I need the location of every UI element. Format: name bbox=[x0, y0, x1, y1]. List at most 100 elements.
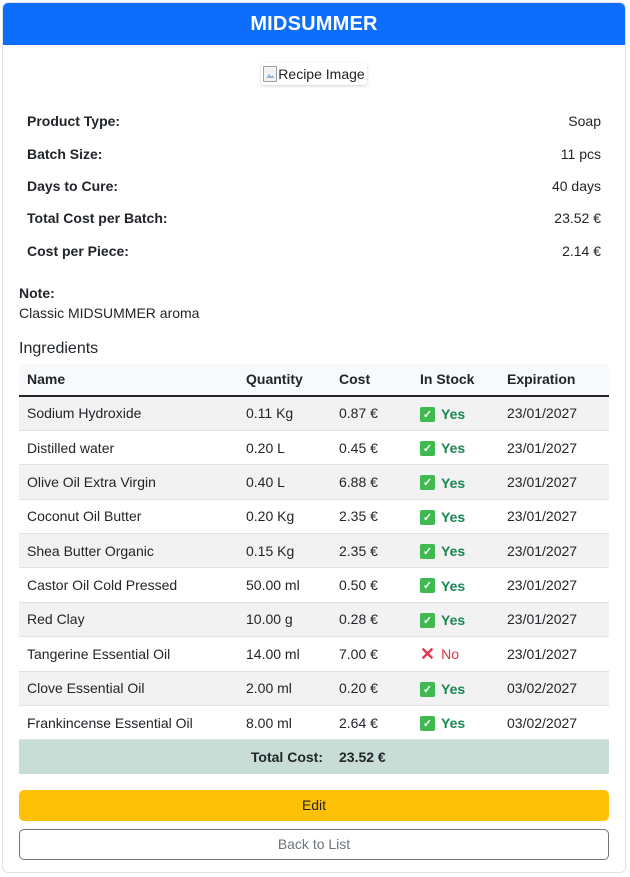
ingredient-in-stock: ✓ Yes bbox=[412, 395, 499, 431]
detail-value: Soap bbox=[568, 113, 601, 130]
cross-mark-icon: ✕ bbox=[420, 643, 436, 664]
total-label: Total Cost: bbox=[19, 739, 331, 774]
ingredient-cost: 0.45 € bbox=[331, 430, 412, 466]
ingredient-cost: 0.87 € bbox=[331, 395, 412, 431]
card-body: Recipe Image Product Type: Soap Batch Size… bbox=[3, 45, 625, 860]
ingredient-expiration: 23/01/2027 bbox=[499, 464, 609, 500]
ingredient-cost: 2.35 € bbox=[331, 499, 412, 535]
column-header-name: Name bbox=[19, 363, 238, 397]
detail-label: Product Type: bbox=[27, 113, 121, 130]
ingredient-cost: 2.35 € bbox=[331, 533, 412, 569]
table-row: Distilled water 0.20 L 0.45 € ✓ Yes 23/01/202… bbox=[19, 430, 609, 466]
ingredient-in-stock: ✓ Yes bbox=[412, 430, 499, 466]
column-header-cost: Cost bbox=[331, 363, 412, 397]
ingredient-cost: 6.88 € bbox=[331, 464, 412, 500]
detail-value: 23.52 € bbox=[554, 210, 601, 227]
ingredient-cost: 7.00 € bbox=[331, 636, 412, 672]
check-mark-icon: ✓ bbox=[420, 715, 435, 731]
ingredient-expiration: 23/01/2027 bbox=[499, 499, 609, 535]
ingredient-name: Olive Oil Extra Virgin bbox=[19, 464, 238, 500]
ingredient-in-stock: ✓ Yes bbox=[412, 705, 499, 741]
edit-button[interactable]: Edit bbox=[19, 789, 609, 821]
note-section: Note: Classic MIDSUMMER aroma bbox=[19, 283, 609, 323]
check-mark-icon: ✓ bbox=[420, 543, 435, 559]
table-row: Sodium Hydroxide 0.11 Kg 0.87 € ✓ Yes 23/01/2… bbox=[19, 395, 609, 431]
ingredient-name: Coconut Oil Butter bbox=[19, 499, 238, 535]
ingredient-in-stock: ✓ Yes bbox=[412, 671, 499, 706]
check-mark-icon: ✓ bbox=[420, 509, 435, 525]
in-stock-status: Yes bbox=[441, 715, 466, 732]
ingredient-quantity: 0.11 Kg bbox=[238, 395, 331, 431]
ingredient-name: Clove Essential Oil bbox=[19, 671, 238, 706]
ingredient-expiration: 23/01/2027 bbox=[499, 430, 609, 466]
table-row: Red Clay 10.00 g 0.28 € ✓ Yes 23/01/2027 bbox=[19, 602, 609, 638]
table-row: Frankincense Essential Oil 8.00 ml 2.64 € ✓… bbox=[19, 705, 609, 741]
ingredient-name: Shea Butter Organic bbox=[19, 533, 238, 569]
check-mark-icon: ✓ bbox=[420, 475, 435, 491]
ingredient-quantity: 0.20 Kg bbox=[238, 499, 331, 535]
table-row: Coconut Oil Butter 0.20 Kg 2.35 € ✓ Yes 23/01… bbox=[19, 499, 609, 535]
column-header-in-stock: In Stock bbox=[412, 363, 499, 397]
ingredient-quantity: 0.40 L bbox=[238, 464, 331, 500]
column-header-quantity: Quantity bbox=[238, 363, 331, 397]
detail-value: 40 days bbox=[551, 177, 601, 194]
ingredient-cost: 0.50 € bbox=[331, 567, 412, 603]
total-row: Total Cost: 23.52 € bbox=[19, 739, 609, 774]
detail-label: Total Cost per Batch: bbox=[27, 210, 168, 227]
table-row: Tangerine Essential Oil 14.00 ml 7.00 € ✕ No… bbox=[19, 636, 609, 672]
ingredient-name: Castor Oil Cold Pressed bbox=[19, 567, 238, 603]
detail-label: Batch Size: bbox=[27, 145, 103, 162]
check-mark-icon: ✓ bbox=[420, 578, 435, 594]
check-mark-icon: ✓ bbox=[420, 612, 435, 628]
total-value: 23.52 € bbox=[331, 739, 609, 774]
table-row: Shea Butter Organic 0.15 Kg 2.35 € ✓ Yes 23/0… bbox=[19, 533, 609, 569]
ingredient-expiration: 23/01/2027 bbox=[499, 395, 609, 431]
ingredient-quantity: 0.20 L bbox=[238, 430, 331, 466]
in-stock-status: No bbox=[441, 645, 459, 662]
ingredients-table: Name Quantity Cost In Stock Expiration S… bbox=[19, 363, 609, 774]
detail-row: Cost per Piece: 2.14 € bbox=[19, 235, 609, 267]
ingredient-name: Frankincense Essential Oil bbox=[19, 705, 238, 741]
ingredient-cost: 0.28 € bbox=[331, 602, 412, 638]
ingredient-in-stock: ✓ Yes bbox=[412, 602, 499, 638]
back-to-list-button[interactable]: Back to List bbox=[19, 828, 609, 860]
in-stock-status: Yes bbox=[441, 612, 466, 629]
recipe-image-alt: Recipe Image bbox=[278, 66, 365, 82]
ingredient-expiration: 23/01/2027 bbox=[499, 636, 609, 672]
in-stock-status: Yes bbox=[441, 474, 466, 491]
detail-value: 2.14 € bbox=[562, 242, 601, 259]
detail-row: Product Type: Soap bbox=[19, 105, 609, 137]
in-stock-status: Yes bbox=[441, 509, 466, 526]
check-mark-icon: ✓ bbox=[420, 406, 435, 422]
in-stock-status: Yes bbox=[441, 681, 466, 698]
note-text: Classic MIDSUMMER aroma bbox=[19, 304, 200, 321]
ingredient-quantity: 14.00 ml bbox=[238, 636, 331, 672]
ingredient-in-stock: ✓ Yes bbox=[412, 464, 499, 500]
ingredient-expiration: 03/02/2027 bbox=[499, 671, 609, 706]
ingredient-expiration: 23/01/2027 bbox=[499, 533, 609, 569]
ingredient-quantity: 2.00 ml bbox=[238, 671, 331, 706]
in-stock-status: Yes bbox=[441, 440, 466, 457]
ingredient-quantity: 10.00 g bbox=[238, 602, 331, 638]
column-header-expiration: Expiration bbox=[499, 363, 609, 397]
in-stock-status: Yes bbox=[441, 406, 466, 423]
broken-image-icon bbox=[263, 66, 278, 82]
table-row: Clove Essential Oil 2.00 ml 0.20 € ✓ Yes 03/0… bbox=[19, 671, 609, 706]
ingredient-name: Tangerine Essential Oil bbox=[19, 636, 238, 672]
in-stock-status: Yes bbox=[441, 543, 466, 560]
ingredient-expiration: 23/01/2027 bbox=[499, 567, 609, 603]
check-mark-icon: ✓ bbox=[420, 440, 435, 456]
detail-row: Total Cost per Batch: 23.52 € bbox=[19, 202, 609, 234]
image-container: Recipe Image bbox=[19, 45, 609, 105]
ingredient-quantity: 50.00 ml bbox=[238, 567, 331, 603]
ingredient-cost: 0.20 € bbox=[331, 671, 412, 706]
check-mark-icon: ✓ bbox=[420, 681, 435, 697]
ingredient-in-stock: ✓ Yes bbox=[412, 533, 499, 569]
detail-label: Days to Cure: bbox=[27, 177, 119, 194]
ingredients-header-row: Name Quantity Cost In Stock Expiration bbox=[19, 363, 609, 397]
recipe-details: Product Type: Soap Batch Size: 11 pcs Days t… bbox=[19, 105, 609, 267]
ingredient-quantity: 8.00 ml bbox=[238, 705, 331, 741]
ingredient-name: Sodium Hydroxide bbox=[19, 395, 238, 431]
detail-row: Batch Size: 11 pcs bbox=[19, 137, 609, 169]
